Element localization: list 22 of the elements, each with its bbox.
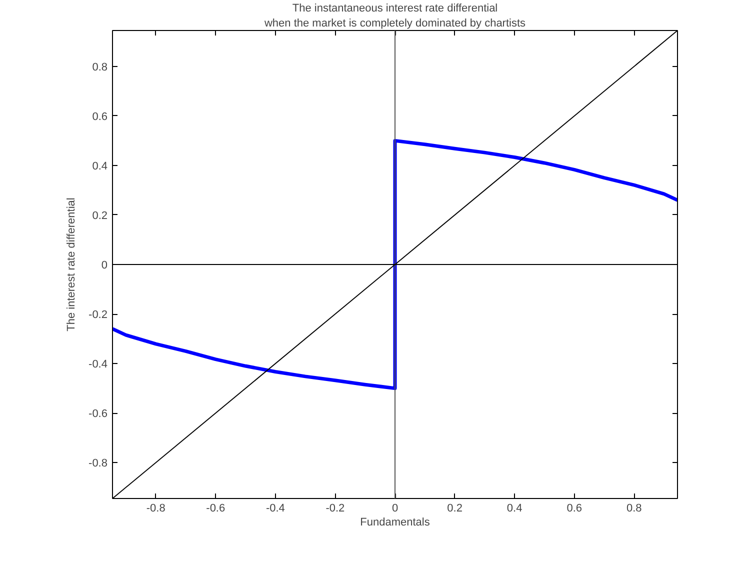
y-tick-label: -0.6 [88,408,108,420]
chart-title: The instantaneous interest rate differential [292,2,498,14]
x-tick-label: 0 [392,502,398,514]
x-tick-label: -0.6 [206,502,226,514]
y-tick-label: 0.6 [92,110,108,123]
x-tick-label: -0.8 [146,502,166,514]
y-tick-label: -0.2 [88,309,108,322]
y-tick-label: 0.2 [92,210,108,222]
x-tick-label: -0.2 [326,502,345,514]
chart-subtitle: when the market is completely dominated by chartists [263,18,526,30]
x-tick-label: 0.8 [626,502,642,514]
x-tick-label: -0.4 [266,502,285,514]
x-tick-label: 0.6 [566,502,582,514]
y-axis-title: The interest rate differential [66,198,78,332]
x-tick-label: 0.2 [447,502,462,514]
y-tick-label: 0 [101,260,108,272]
y-tick-label: -0.4 [88,358,108,371]
x-axis-title: Fundamentals [360,516,430,528]
y-tick-label: 0.8 [92,61,108,74]
x-tick-label: 0.4 [506,502,522,514]
y-tick-label: 0.4 [92,160,108,172]
y-tick-label: -0.8 [88,458,108,470]
